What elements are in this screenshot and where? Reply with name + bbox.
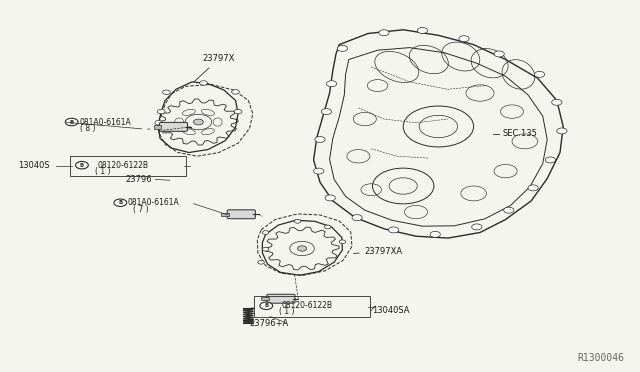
Circle shape xyxy=(552,99,562,105)
Circle shape xyxy=(65,118,78,126)
Text: B: B xyxy=(70,119,74,125)
Circle shape xyxy=(379,30,389,36)
Polygon shape xyxy=(154,125,161,129)
Circle shape xyxy=(459,36,469,42)
Circle shape xyxy=(232,90,239,94)
Text: ( 7 ): ( 7 ) xyxy=(133,205,148,214)
Text: 081A0-6161A: 081A0-6161A xyxy=(128,198,180,207)
Circle shape xyxy=(534,71,545,77)
Circle shape xyxy=(294,219,301,223)
Text: ( 8 ): ( 8 ) xyxy=(80,124,95,133)
Circle shape xyxy=(545,157,556,163)
Circle shape xyxy=(337,45,348,51)
Text: 23796+A: 23796+A xyxy=(250,319,289,328)
Circle shape xyxy=(76,161,88,169)
Text: ( 1 ): ( 1 ) xyxy=(279,307,294,316)
Circle shape xyxy=(557,128,567,134)
Circle shape xyxy=(114,199,127,206)
Circle shape xyxy=(258,260,264,264)
Circle shape xyxy=(193,119,204,125)
Circle shape xyxy=(504,207,514,213)
Circle shape xyxy=(417,28,428,33)
Circle shape xyxy=(388,227,399,233)
Text: ( 1 ): ( 1 ) xyxy=(95,167,110,176)
Text: 08120-6122B: 08120-6122B xyxy=(97,161,148,170)
Circle shape xyxy=(321,109,332,115)
Circle shape xyxy=(324,225,331,229)
Circle shape xyxy=(262,247,269,251)
Circle shape xyxy=(528,185,538,191)
Circle shape xyxy=(352,215,362,221)
Text: B: B xyxy=(118,200,122,205)
Circle shape xyxy=(326,81,337,87)
Circle shape xyxy=(315,137,325,142)
Circle shape xyxy=(262,231,269,234)
Circle shape xyxy=(314,168,324,174)
Circle shape xyxy=(155,121,163,125)
Circle shape xyxy=(163,90,170,94)
Text: 23797XA: 23797XA xyxy=(353,247,403,256)
Text: 23797X: 23797X xyxy=(194,54,235,82)
Polygon shape xyxy=(221,213,229,216)
Circle shape xyxy=(200,81,207,85)
Text: 081A0-6161A: 081A0-6161A xyxy=(79,118,131,126)
Circle shape xyxy=(325,195,335,201)
Polygon shape xyxy=(261,297,269,301)
Text: R1300046: R1300046 xyxy=(577,353,624,363)
Circle shape xyxy=(234,109,242,114)
Circle shape xyxy=(494,51,504,57)
Circle shape xyxy=(157,109,165,114)
Circle shape xyxy=(430,231,440,237)
Text: B: B xyxy=(80,163,84,168)
Circle shape xyxy=(339,240,346,244)
FancyBboxPatch shape xyxy=(159,122,188,131)
Text: 13040SA: 13040SA xyxy=(372,306,410,315)
Text: SEC.135: SEC.135 xyxy=(502,129,537,138)
Text: 08120-6122B: 08120-6122B xyxy=(282,301,333,310)
Text: B: B xyxy=(264,303,268,308)
Text: 23796: 23796 xyxy=(125,175,152,184)
Circle shape xyxy=(260,302,273,310)
Circle shape xyxy=(472,224,482,230)
Circle shape xyxy=(298,246,307,251)
Text: 13040S: 13040S xyxy=(18,161,49,170)
FancyBboxPatch shape xyxy=(267,294,295,303)
FancyBboxPatch shape xyxy=(227,210,255,219)
